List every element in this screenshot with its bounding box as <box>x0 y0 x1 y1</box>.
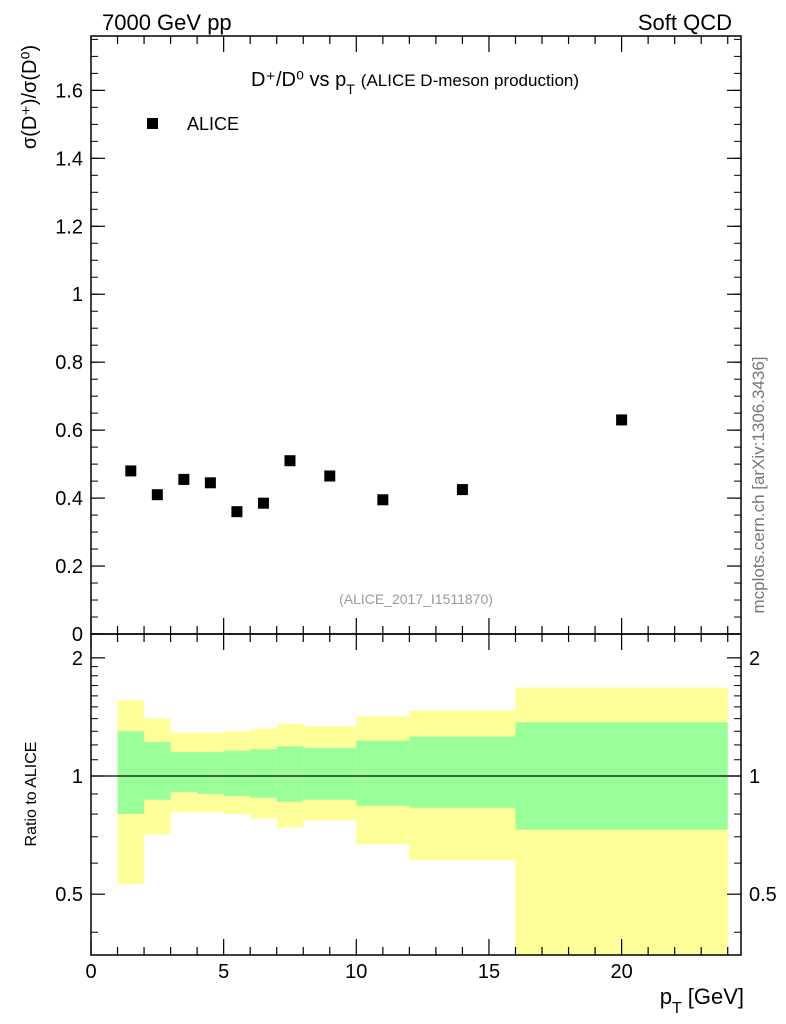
ratio-inner-band <box>223 750 251 796</box>
ratio-frame <box>90 633 742 956</box>
x-axis-label-subscript: T <box>672 1000 682 1017</box>
x-axis-label: pT [GeV] <box>660 984 744 1017</box>
main-title-extra: (ALICE D-meson production) <box>361 71 579 90</box>
ratio-y-tick-label: 2 <box>72 648 83 670</box>
main-axis-ticks: 0 0.2 0.4 0.6 0.8 1 1.2 1.4 1.6 <box>55 36 741 646</box>
data-point-alice <box>324 470 336 482</box>
ratio-y-tick-label: 1 <box>72 766 83 788</box>
ratio-inner-band <box>303 747 357 800</box>
data-point-alice <box>125 465 137 477</box>
legend-label: ALICE <box>187 114 239 134</box>
main-y-axis-label: σ(D⁺)/σ(D⁰) <box>19 45 41 149</box>
main-title: D⁺/D⁰ vs pT (ALICE D-meson production) <box>251 69 579 97</box>
main-y-tick-label: 0 <box>72 624 83 646</box>
ratio-inner-band <box>197 752 224 794</box>
main-data-points <box>125 414 628 518</box>
ratio-y-tick-label-right: 0.5 <box>749 884 777 906</box>
x-axis-label-main: p <box>660 984 672 1009</box>
data-point-alice <box>204 477 216 489</box>
data-point-alice <box>616 414 628 426</box>
ratio-inner-band <box>409 736 516 808</box>
data-point-alice <box>377 494 389 506</box>
x-tick-label: 5 <box>218 961 229 983</box>
data-point-alice <box>231 506 243 518</box>
header-process-label: Soft QCD <box>638 10 732 35</box>
main-title-subscript: T <box>346 81 355 97</box>
header-energy-label: 7000 GeV pp <box>102 10 232 35</box>
x-tick-label: 10 <box>345 961 367 983</box>
main-y-tick-label: 1.6 <box>55 80 83 102</box>
x-tick-label: 20 <box>610 961 632 983</box>
data-point-alice <box>284 455 296 467</box>
ratio-y-tick-label-right: 1 <box>749 766 760 788</box>
ratio-panel: 0.5 0.51 12 20 5 10 15 20 Ratio to ALICE pT [GeV… <box>23 633 777 1017</box>
ratio-inner-band <box>250 749 277 798</box>
ratio-inner-band <box>356 740 410 806</box>
main-y-tick-label: 0.2 <box>55 556 83 578</box>
main-y-tick-label: 1.2 <box>55 216 83 238</box>
mcplots-credit: mcplots.cern.ch [arXiv:1306.3436] <box>749 356 768 613</box>
ratio-axis-ticks: 0.5 0.51 12 20 5 10 15 20 <box>55 634 777 983</box>
ratio-inner-band <box>170 752 198 793</box>
ratio-bands <box>117 687 728 955</box>
main-y-tick-label: 1 <box>72 284 83 306</box>
ratio-y-tick-label: 0.5 <box>55 884 83 906</box>
main-y-tick-label: 0.6 <box>55 420 83 442</box>
main-title-text: D⁺/D⁰ vs p <box>251 69 346 91</box>
ratio-y-axis-label: Ratio to ALICE <box>23 742 40 847</box>
data-point-alice <box>456 484 468 496</box>
x-tick-label: 15 <box>478 961 500 983</box>
data-point-alice <box>257 497 269 509</box>
legend-marker <box>147 118 158 129</box>
main-panel: D⁺/D⁰ vs pT (ALICE D-meson production) σ(… <box>19 35 742 646</box>
main-y-tick-label: 0.8 <box>55 352 83 374</box>
ratio-inner-band <box>117 731 145 815</box>
ratio-inner-band <box>276 746 304 802</box>
main-y-tick-label: 0.4 <box>55 488 83 510</box>
data-point-alice <box>151 489 163 501</box>
ratio-y-tick-label-right: 2 <box>749 648 760 670</box>
x-tick-label: 0 <box>85 961 96 983</box>
x-axis-label-unit: [GeV] <box>688 984 744 1009</box>
data-point-alice <box>178 473 190 485</box>
ratio-inner-band <box>144 742 171 800</box>
analysis-watermark: (ALICE_2017_I1511870) <box>339 591 493 607</box>
main-y-tick-label: 1.4 <box>55 148 83 170</box>
